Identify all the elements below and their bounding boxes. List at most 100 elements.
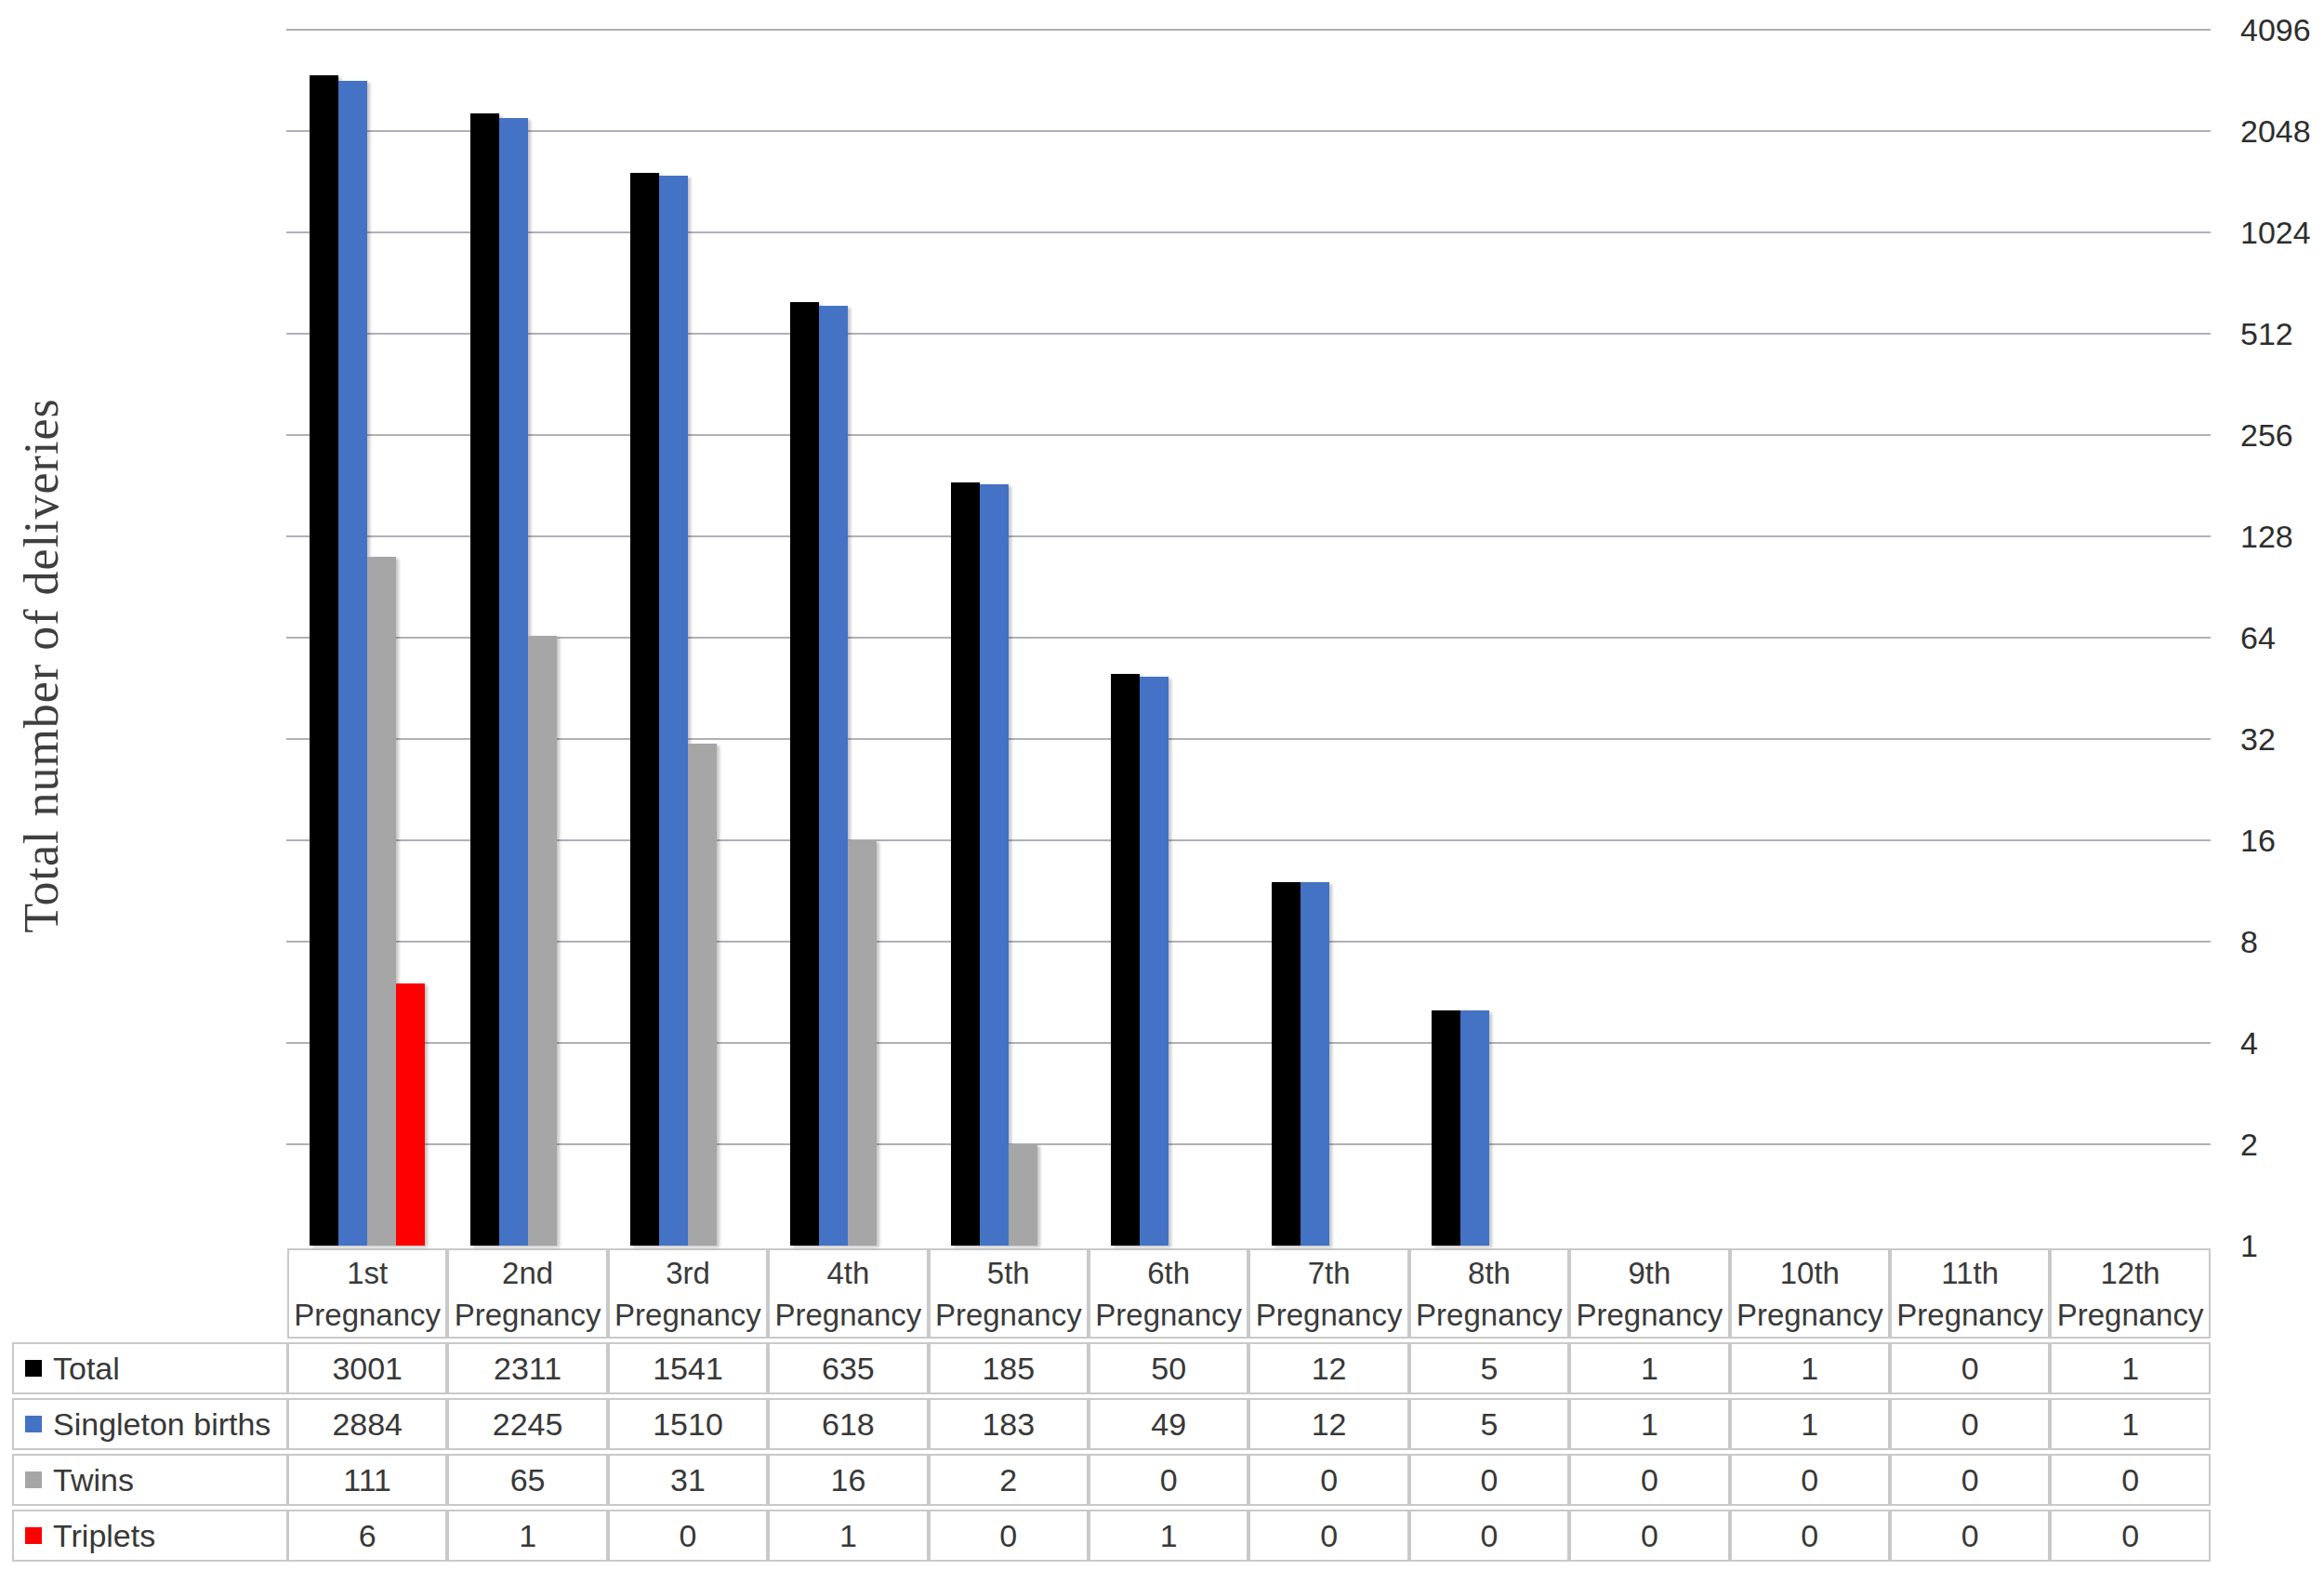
legend-label: Total <box>53 1351 120 1387</box>
gridline-64 <box>286 637 2211 639</box>
bar-twins-1st <box>367 557 396 1246</box>
x-category-label-3rd: 3rdPregnancy <box>608 1248 768 1339</box>
y-tick-label-2048: 2048 <box>2240 112 2324 151</box>
table-cell-twins-1st: 111 <box>287 1454 447 1506</box>
table-cell-twins-3rd: 31 <box>608 1454 768 1506</box>
table-cell-singleton-births-1st: 2884 <box>287 1398 447 1450</box>
table-cell-singleton-births-8th: 5 <box>1409 1398 1569 1450</box>
bar-singleton-births-1st <box>338 81 367 1246</box>
legend-label: Singleton births <box>53 1406 271 1443</box>
table-cell-twins-7th: 0 <box>1248 1454 1408 1506</box>
y-tick-label-8: 8 <box>2240 922 2324 961</box>
y-tick-label-16: 16 <box>2240 821 2324 860</box>
x-category-label-2nd: 2ndPregnancy <box>447 1248 607 1339</box>
table-cell-triplets-6th: 1 <box>1089 1510 1248 1562</box>
gridline-4096 <box>286 29 2211 31</box>
table-cell-singleton-births-6th: 49 <box>1089 1398 1248 1450</box>
table-cell-singleton-births-2nd: 2245 <box>447 1398 607 1450</box>
plot-area <box>0 0 2324 1250</box>
table-cell-twins-11th: 0 <box>1890 1454 2050 1506</box>
table-cell-total-5th: 185 <box>929 1342 1089 1394</box>
table-cell-triplets-7th: 0 <box>1248 1510 1408 1562</box>
bar-total-1st <box>310 75 338 1246</box>
table-cell-total-9th: 1 <box>1569 1342 1729 1394</box>
x-category-label-4th: 4thPregnancy <box>768 1248 928 1339</box>
bar-singleton-births-8th <box>1460 1010 1489 1246</box>
x-category-label-1st: 1stPregnancy <box>287 1248 447 1339</box>
table-cell-twins-12th: 0 <box>2050 1454 2210 1506</box>
x-category-label-6th: 6thPregnancy <box>1089 1248 1248 1339</box>
gridline-1024 <box>286 231 2211 233</box>
bar-total-5th <box>951 482 980 1246</box>
bar-total-3rd <box>630 173 659 1246</box>
legend-swatch-icon-twins <box>25 1471 42 1488</box>
table-cell-singleton-births-3rd: 1510 <box>608 1398 768 1450</box>
x-category-label-11th: 11thPregnancy <box>1890 1248 2050 1339</box>
table-cell-total-11th: 0 <box>1890 1342 2050 1394</box>
table-cell-twins-9th: 0 <box>1569 1454 1729 1506</box>
legend-item-twins: Twins <box>12 1454 288 1506</box>
bar-twins-5th <box>1009 1144 1037 1246</box>
bar-singleton-births-2nd <box>499 118 528 1246</box>
table-cell-singleton-births-7th: 12 <box>1248 1398 1408 1450</box>
legend-swatch-icon-total <box>25 1360 42 1377</box>
x-category-label-7th: 7thPregnancy <box>1248 1248 1408 1339</box>
gridline-128 <box>286 535 2211 537</box>
y-tick-label-4: 4 <box>2240 1023 2324 1062</box>
table-cell-triplets-12th: 0 <box>2050 1510 2210 1562</box>
table-cell-singleton-births-12th: 1 <box>2050 1398 2210 1450</box>
bar-singleton-births-5th <box>980 484 1009 1246</box>
table-cell-triplets-2nd: 1 <box>447 1510 607 1562</box>
bar-triplets-1st <box>396 983 425 1246</box>
gridline-4 <box>286 1042 2211 1044</box>
table-cell-twins-5th: 2 <box>929 1454 1089 1506</box>
table-cell-twins-8th: 0 <box>1409 1454 1569 1506</box>
bar-total-7th <box>1272 882 1301 1246</box>
x-category-label-12th: 12thPregnancy <box>2050 1248 2210 1339</box>
gridline-512 <box>286 333 2211 335</box>
legend-label: Twins <box>53 1462 134 1498</box>
x-category-label-10th: 10thPregnancy <box>1730 1248 1890 1339</box>
table-cell-total-2nd: 2311 <box>447 1342 607 1394</box>
bar-twins-2nd <box>528 636 557 1246</box>
table-cell-singleton-births-4th: 618 <box>768 1398 928 1450</box>
bar-total-8th <box>1432 1010 1460 1246</box>
bar-total-4th <box>790 302 819 1246</box>
table-cell-triplets-1st: 6 <box>287 1510 447 1562</box>
y-tick-label-32: 32 <box>2240 719 2324 759</box>
table-cell-total-8th: 5 <box>1409 1342 1569 1394</box>
legend-item-triplets: Triplets <box>12 1510 288 1562</box>
y-tick-label-64: 64 <box>2240 618 2324 657</box>
y-tick-label-128: 128 <box>2240 517 2324 556</box>
table-cell-singleton-births-9th: 1 <box>1569 1398 1729 1450</box>
legend-item-total: Total <box>12 1342 288 1394</box>
x-category-label-5th: 5thPregnancy <box>929 1248 1089 1339</box>
table-cell-singleton-births-11th: 0 <box>1890 1398 2050 1450</box>
legend-label: Triplets <box>53 1518 155 1554</box>
y-tick-label-1: 1 <box>2240 1226 2324 1265</box>
table-cell-singleton-births-5th: 183 <box>929 1398 1089 1450</box>
table-cell-twins-10th: 0 <box>1730 1454 1890 1506</box>
y-tick-label-512: 512 <box>2240 314 2324 353</box>
table-cell-total-6th: 50 <box>1089 1342 1248 1394</box>
legend-item-singleton-births: Singleton births <box>12 1398 288 1450</box>
bar-twins-4th <box>848 840 877 1246</box>
y-tick-label-2: 2 <box>2240 1125 2324 1164</box>
y-tick-label-256: 256 <box>2240 416 2324 455</box>
x-category-label-8th: 8thPregnancy <box>1409 1248 1569 1339</box>
table-cell-triplets-5th: 0 <box>929 1510 1089 1562</box>
table-cell-triplets-11th: 0 <box>1890 1510 2050 1562</box>
y-tick-label-4096: 4096 <box>2240 10 2324 49</box>
legend-swatch-icon-singleton-births <box>25 1416 42 1432</box>
bar-singleton-births-3rd <box>659 176 688 1246</box>
gridline-8 <box>286 941 2211 943</box>
table-cell-total-4th: 635 <box>768 1342 928 1394</box>
gridline-2 <box>286 1143 2211 1145</box>
gridline-256 <box>286 434 2211 436</box>
chart-figure: Total number of deliveries 4096204810245… <box>0 0 2324 1570</box>
table-cell-triplets-4th: 1 <box>768 1510 928 1562</box>
gridline-2048 <box>286 130 2211 132</box>
table-cell-total-10th: 1 <box>1730 1342 1890 1394</box>
bar-total-2nd <box>470 113 499 1246</box>
table-cell-triplets-3rd: 0 <box>608 1510 768 1562</box>
